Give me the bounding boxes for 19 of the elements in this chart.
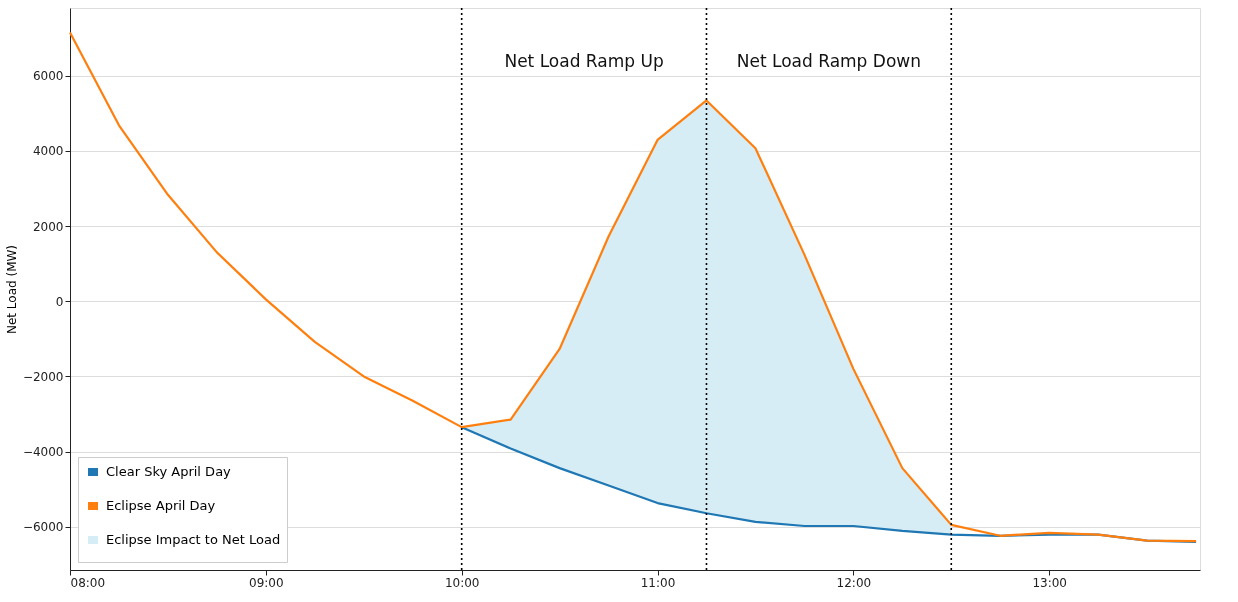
y-tick-label: 6000	[32, 69, 64, 84]
y-tick-label: −6000	[22, 520, 64, 535]
legend-label: Eclipse April Day	[106, 498, 216, 513]
x-tick-label: 13:00	[1032, 575, 1067, 590]
annotation: Net Load Ramp Up	[504, 51, 664, 71]
y-tick-label: 4000	[32, 144, 64, 159]
x-tick-label: 09:00	[249, 575, 284, 590]
y-axis-title: Net Load (MW)	[4, 244, 19, 335]
y-tick-label: 2000	[32, 219, 64, 234]
x-tick-label: 12:00	[836, 575, 872, 590]
y-tick-label: 0	[55, 294, 64, 309]
x-tick-label: 11:00	[640, 575, 676, 590]
y-tick-label: −2000	[22, 369, 64, 384]
y-tick-label: −4000	[22, 445, 64, 460]
x-tick-label: 08:00	[70, 575, 106, 590]
legend-label: Eclipse Impact to Net Load	[106, 532, 281, 547]
x-tick-label: 10:00	[444, 575, 480, 590]
annotation: Net Load Ramp Down	[736, 51, 921, 71]
legend-label: Clear Sky April Day	[106, 464, 232, 479]
